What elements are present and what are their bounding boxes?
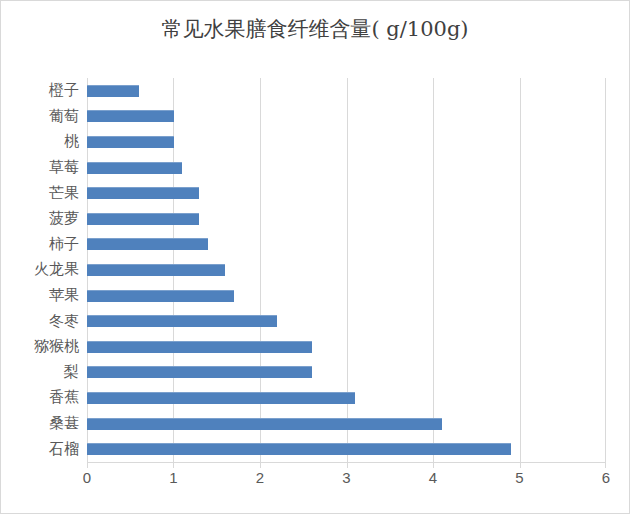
bar-series bbox=[87, 78, 606, 462]
x-tick-mark bbox=[433, 463, 434, 468]
x-axis-tick-labels: 0123456 bbox=[87, 469, 606, 489]
bar bbox=[87, 238, 208, 250]
category-label: 石榴 bbox=[1, 436, 79, 462]
bar bbox=[87, 136, 174, 148]
category-label: 火龙果 bbox=[1, 257, 79, 283]
category-label: 草莓 bbox=[1, 155, 79, 181]
x-tick-label: 1 bbox=[169, 469, 177, 486]
bar-row bbox=[87, 360, 606, 386]
category-label: 梨 bbox=[1, 360, 79, 386]
category-label: 葡萄 bbox=[1, 104, 79, 130]
bar bbox=[87, 162, 182, 174]
category-label: 橙子 bbox=[1, 78, 79, 104]
category-label: 苹果 bbox=[1, 283, 79, 309]
bar bbox=[87, 443, 511, 455]
bar-row bbox=[87, 436, 606, 462]
x-tick-mark bbox=[605, 463, 606, 468]
x-tick-label: 5 bbox=[515, 469, 523, 486]
bar bbox=[87, 290, 234, 302]
category-label: 柿子 bbox=[1, 232, 79, 258]
category-label: 香蕉 bbox=[1, 385, 79, 411]
bar bbox=[87, 85, 139, 97]
category-label: 冬枣 bbox=[1, 308, 79, 334]
bar bbox=[87, 418, 442, 430]
bar bbox=[87, 187, 199, 199]
bar-row bbox=[87, 104, 606, 130]
bar-row bbox=[87, 334, 606, 360]
x-tick-mark bbox=[260, 463, 261, 468]
bar bbox=[87, 110, 174, 122]
bar-row bbox=[87, 155, 606, 181]
x-tick-mark bbox=[87, 463, 88, 468]
category-label: 菠萝 bbox=[1, 206, 79, 232]
bar-row bbox=[87, 257, 606, 283]
x-tick-mark bbox=[347, 463, 348, 468]
x-tick-mark bbox=[173, 463, 174, 468]
bar bbox=[87, 315, 277, 327]
x-tick-label: 6 bbox=[602, 469, 610, 486]
x-tick-mark bbox=[520, 463, 521, 468]
bar-row bbox=[87, 385, 606, 411]
x-tick-label: 0 bbox=[83, 469, 91, 486]
bar-row bbox=[87, 308, 606, 334]
bar bbox=[87, 366, 312, 378]
bar-row bbox=[87, 283, 606, 309]
bar bbox=[87, 341, 312, 353]
category-label: 芒果 bbox=[1, 180, 79, 206]
y-axis-category-labels: 橙子葡萄桃草莓芒果菠萝柿子火龙果苹果冬枣猕猴桃梨香蕉桑葚石榴 bbox=[1, 78, 79, 462]
plot-area bbox=[87, 78, 606, 463]
bar-row bbox=[87, 180, 606, 206]
x-tick-label: 4 bbox=[429, 469, 437, 486]
x-tick-label: 2 bbox=[256, 469, 264, 486]
x-tick-label: 3 bbox=[342, 469, 350, 486]
bar bbox=[87, 213, 199, 225]
category-label: 桃 bbox=[1, 129, 79, 155]
bar-row bbox=[87, 232, 606, 258]
bar-row bbox=[87, 129, 606, 155]
bar bbox=[87, 392, 355, 404]
chart-title: 常见水果膳食纤维含量( g/100g) bbox=[1, 15, 629, 43]
bar-row bbox=[87, 411, 606, 437]
fruit-fiber-bar-chart: 常见水果膳食纤维含量( g/100g) 橙子葡萄桃草莓芒果菠萝柿子火龙果苹果冬枣… bbox=[0, 0, 630, 514]
category-label: 桑葚 bbox=[1, 411, 79, 437]
bar bbox=[87, 264, 225, 276]
bar-row bbox=[87, 78, 606, 104]
bar-row bbox=[87, 206, 606, 232]
category-label: 猕猴桃 bbox=[1, 334, 79, 360]
